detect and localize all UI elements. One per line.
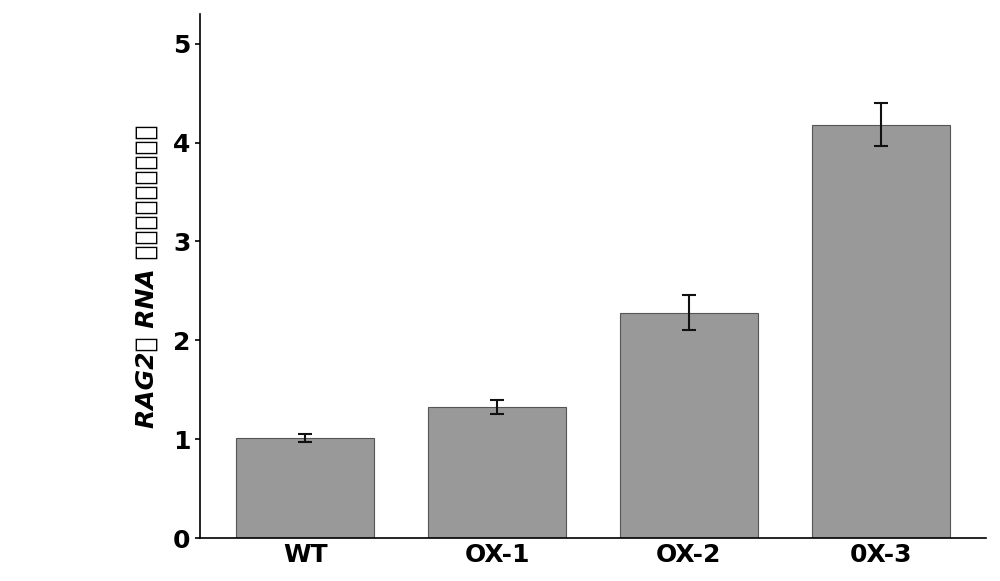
Bar bbox=[236, 438, 374, 538]
Bar bbox=[812, 125, 950, 538]
Y-axis label: RAG2在 RNA 水平上的表达量检测: RAG2在 RNA 水平上的表达量检测 bbox=[135, 124, 159, 428]
Bar bbox=[620, 313, 758, 538]
Bar bbox=[428, 407, 566, 538]
